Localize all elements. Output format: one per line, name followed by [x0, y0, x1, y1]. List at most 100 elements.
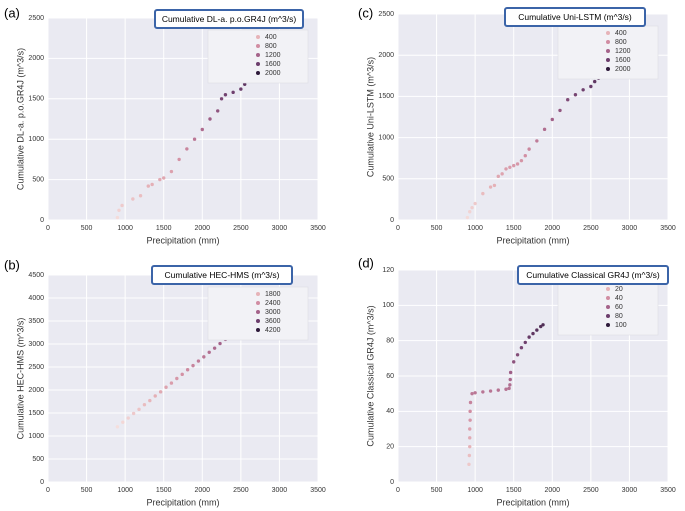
- point: [162, 176, 166, 180]
- legend-marker: [606, 314, 610, 318]
- y-tick-label: 1000: [28, 136, 44, 143]
- point: [542, 127, 547, 132]
- point: [169, 169, 174, 174]
- title-box: [504, 7, 646, 27]
- point: [120, 203, 124, 208]
- x-tick-label: 2000: [194, 225, 210, 232]
- point: [223, 93, 228, 97]
- y-tick-label: 120: [382, 267, 394, 274]
- point: [535, 139, 539, 143]
- legend-marker: [256, 44, 260, 48]
- y-tick-label: 3000: [28, 341, 44, 348]
- point: [468, 444, 472, 449]
- legend-marker: [606, 323, 610, 327]
- legend-marker: [606, 67, 610, 71]
- legend-marker: [606, 287, 610, 291]
- point: [131, 197, 135, 201]
- point: [504, 387, 508, 391]
- legend-label: 800: [615, 39, 627, 46]
- legend-label: 1600: [615, 57, 631, 64]
- x-tick-label: 3000: [622, 225, 638, 232]
- x-tick-label: 3000: [622, 487, 638, 494]
- panel: 0 500 1000 1500 2000 2500 3000 3500 0 500 1000 1500…: [4, 5, 326, 245]
- y-tick-label: 2500: [28, 364, 44, 371]
- point: [131, 411, 136, 416]
- point: [512, 163, 516, 168]
- x-axis-label: Precipitation (mm): [496, 497, 569, 507]
- y-tick-label: 1000: [28, 433, 44, 440]
- point: [508, 383, 512, 387]
- x-axis-label: Precipitation (mm): [496, 235, 569, 245]
- point: [467, 453, 472, 458]
- point: [496, 174, 500, 179]
- legend-label: 3000: [265, 309, 281, 316]
- legend-label: 40: [615, 295, 623, 302]
- x-tick-label: 2500: [233, 487, 249, 494]
- legend-label: 80: [615, 313, 623, 320]
- y-tick-label: 500: [382, 176, 394, 183]
- x-tick-label: 500: [431, 225, 443, 232]
- legend-marker: [256, 328, 260, 332]
- point: [519, 158, 524, 163]
- point: [481, 390, 485, 394]
- chart-title: Cumulative Classical GR4J (m^3/s): [526, 270, 660, 280]
- x-tick-label: 0: [396, 225, 400, 232]
- y-tick-label: 40: [386, 408, 394, 415]
- point: [481, 191, 485, 196]
- y-tick-label: 1500: [28, 96, 44, 103]
- point: [142, 403, 147, 407]
- point: [207, 350, 211, 354]
- point: [581, 88, 585, 92]
- point: [196, 359, 201, 363]
- point: [515, 162, 520, 166]
- legend-marker: [256, 71, 260, 75]
- point: [137, 407, 141, 412]
- point: [515, 353, 520, 357]
- point: [243, 82, 247, 86]
- point: [115, 215, 120, 220]
- legend-label: 20: [615, 286, 623, 293]
- point: [470, 205, 474, 210]
- point: [121, 420, 125, 424]
- legend-marker: [256, 301, 260, 305]
- legend-label: 1200: [265, 52, 281, 59]
- x-tick-label: 3000: [272, 225, 288, 232]
- point: [218, 341, 222, 346]
- legend-label: 1800: [265, 291, 281, 298]
- x-tick-label: 2000: [544, 225, 560, 232]
- legend-label: 400: [615, 30, 627, 37]
- x-tick-label: 1500: [156, 225, 172, 232]
- point: [496, 388, 500, 392]
- chart-title: Cumulative Uni-LSTM (m^3/s): [518, 12, 632, 22]
- legend-label: 60: [615, 304, 623, 311]
- point: [507, 386, 511, 391]
- point: [508, 370, 513, 375]
- panel: 0 500 1000 1500 2000 2500 3000 3500 0 20 40 60 80 100…: [358, 255, 676, 507]
- point: [508, 377, 512, 382]
- panel-label: (b): [4, 257, 20, 272]
- legend-marker: [256, 35, 260, 39]
- chart-title: Cumulative DL-a. p.o.GR4J (m^3/s): [162, 14, 297, 24]
- point: [566, 97, 570, 102]
- point: [550, 117, 554, 122]
- legend-label: 2000: [265, 70, 281, 77]
- panel-label: (d): [358, 255, 374, 270]
- y-tick-label: 0: [40, 479, 44, 486]
- point: [180, 372, 184, 377]
- point: [468, 409, 472, 414]
- legend-marker: [606, 31, 610, 35]
- x-tick-label: 1000: [117, 487, 133, 494]
- point: [519, 346, 524, 350]
- point: [492, 183, 497, 188]
- point: [216, 109, 220, 113]
- chart-title: Cumulative HEC-HMS (m^3/s): [165, 270, 280, 280]
- x-tick-label: 500: [81, 487, 93, 494]
- point: [527, 335, 531, 339]
- x-tick-label: 0: [396, 487, 400, 494]
- point: [153, 394, 157, 398]
- point: [158, 177, 162, 182]
- point: [146, 184, 150, 188]
- point: [531, 331, 535, 336]
- panel: 0 500 1000 1500 2000 2500 3000 3500 0 500 1000 1500…: [4, 257, 326, 507]
